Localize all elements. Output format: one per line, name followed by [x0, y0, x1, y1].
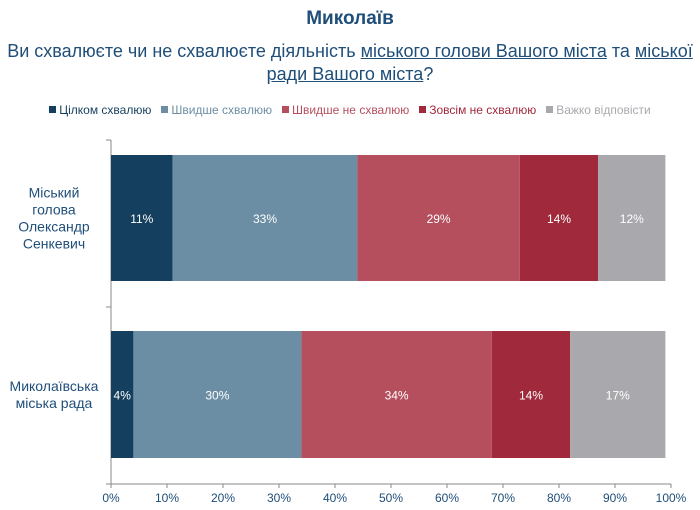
bar-segment [111, 331, 134, 458]
bar-segment [491, 331, 571, 458]
x-tick-label: 90% [603, 491, 627, 505]
chart-legend: Цілком схвалюю Швидше схвалюю Швидше не сх… [0, 103, 700, 117]
question-part-3: ? [423, 64, 434, 84]
bar-segment [133, 331, 302, 458]
legend-swatch [281, 106, 289, 113]
legend-swatch [546, 106, 554, 113]
legend-label: Швидше схвалюю [171, 103, 272, 117]
bar-segment [111, 155, 173, 281]
data-label: 30% [205, 389, 229, 403]
category-label-line: Міський [29, 185, 80, 201]
data-label: 17% [606, 389, 630, 403]
bar-segment [357, 155, 520, 281]
category-label: Миколаївська міська рада [10, 378, 99, 411]
data-label: 33% [253, 212, 277, 226]
question-part-1: Ви схвалюєте чи не схвалюєте діяльність [7, 41, 361, 61]
x-tick-label: 100% [656, 491, 687, 505]
category-label-line: міська рада [16, 395, 93, 411]
legend-item: Зовсім не схвалюю [419, 103, 536, 117]
legend-label: Зовсім не схвалюю [429, 103, 537, 117]
x-tick-label: 10% [155, 491, 179, 505]
bar-segment [172, 155, 358, 281]
bar-segment [598, 155, 666, 281]
x-tick-label: 80% [547, 491, 571, 505]
data-label: 14% [547, 212, 571, 226]
x-tick-label: 30% [267, 491, 291, 505]
data-label: 4% [114, 389, 132, 403]
x-tick-label: 70% [491, 491, 515, 505]
x-tick-label: 40% [323, 491, 347, 505]
data-label: 14% [519, 389, 543, 403]
legend-item: Швидше не схвалюю [281, 103, 410, 117]
data-label: 12% [620, 212, 644, 226]
question-link-mayor: міського голови Вашого міста [360, 41, 607, 61]
data-label: 34% [385, 389, 409, 403]
x-tick-label: 60% [435, 491, 459, 505]
bar-segment [570, 331, 666, 458]
legend-item: Цілком схвалюю [49, 103, 151, 117]
legend-swatch [419, 106, 427, 113]
legend-item: Важко відповісти [546, 103, 651, 117]
data-label: 11% [130, 212, 153, 226]
legend-item: Швидше схвалюю [161, 103, 272, 117]
chart-question: Ви схвалюєте чи не схвалюєте діяльність … [0, 40, 700, 86]
x-tick-label: 50% [379, 491, 403, 505]
category-label-line: Олександр [18, 219, 90, 235]
question-link-council: міської ради Вашого міста [266, 41, 693, 84]
category-label-line: голова [32, 202, 76, 218]
bar-segment [519, 155, 599, 281]
data-label: 29% [427, 212, 451, 226]
question-part-2: та [606, 41, 635, 61]
legend-label: Цілком схвалюю [59, 103, 152, 117]
category-label-line: Сенкевич [23, 236, 85, 252]
chart-title: Миколаїв [306, 8, 394, 29]
legend-label: Швидше не схвалюю [291, 103, 410, 117]
x-tick-label: 0% [102, 491, 120, 505]
legend-swatch [49, 106, 57, 113]
legend-label: Важко відповісти [556, 103, 651, 117]
category-label: Міський голова Олександр Сенкевич [18, 185, 90, 252]
category-label-line: Миколаївська [10, 378, 99, 394]
legend-swatch [161, 106, 169, 113]
bar-segment [301, 331, 492, 458]
x-tick-label: 20% [211, 491, 235, 505]
